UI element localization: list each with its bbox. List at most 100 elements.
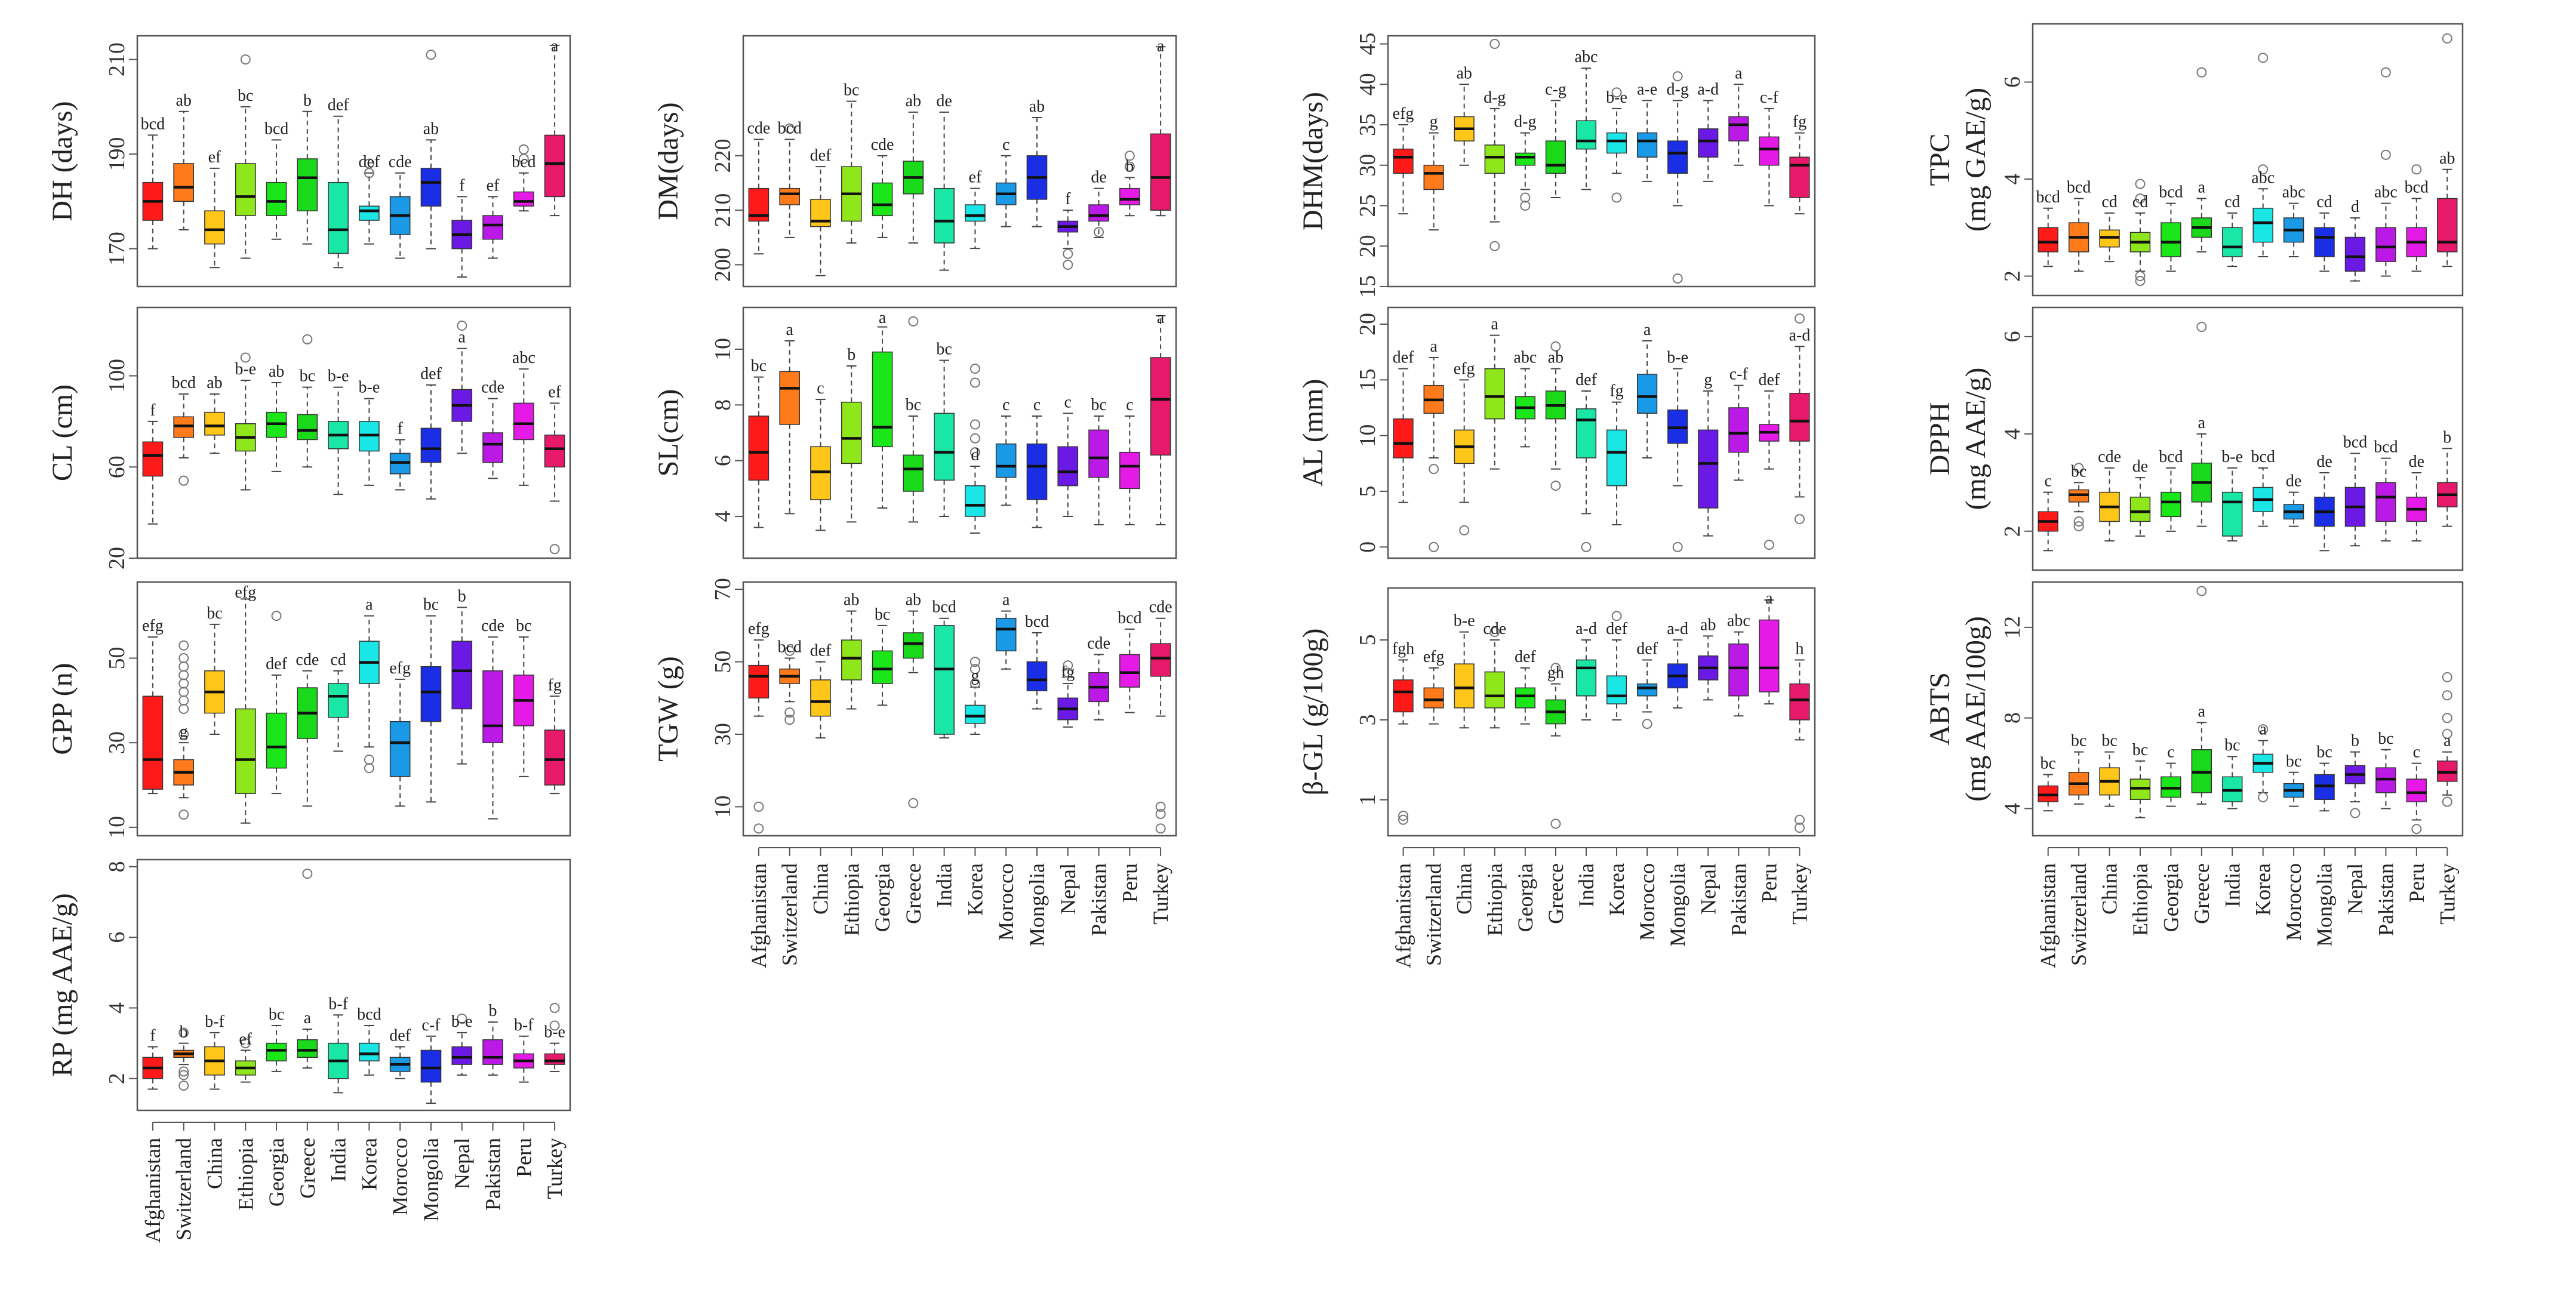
box-iqr — [2314, 227, 2335, 257]
y-tick-label: 20 — [1355, 235, 1380, 257]
box-iqr — [1789, 683, 1810, 721]
significance-letter: bc — [269, 1005, 284, 1024]
box-mongolia: bc — [2314, 743, 2335, 812]
outlier-point — [1429, 541, 1439, 552]
box-iqr — [1515, 687, 1535, 709]
y-tick-label: 50 — [710, 651, 735, 673]
box-afghanistan: fgh — [1392, 639, 1414, 825]
significance-letter: cde — [2098, 448, 2121, 466]
box-iqr — [810, 199, 831, 227]
x-tick-label: Ethiopia — [233, 1138, 257, 1211]
significance-letter: b-e — [1667, 349, 1688, 367]
significance-letter: bc — [2071, 462, 2086, 481]
x-tick-label: Greece — [2190, 863, 2214, 924]
significance-letter: bc — [2040, 755, 2055, 773]
box-india: de — [934, 92, 955, 271]
box-nepal: g — [1698, 371, 1719, 537]
significance-letter: def — [328, 96, 349, 115]
outlier-point — [1550, 818, 1561, 829]
box-iqr — [1515, 152, 1535, 166]
box-afghanistan: def — [1393, 349, 1414, 503]
significance-letter: abc — [512, 349, 535, 367]
box-iqr — [903, 454, 924, 492]
x-tick-label: Switzerland — [778, 863, 802, 966]
significance-letter: cd — [2132, 193, 2148, 211]
box-turkey: fg — [544, 676, 565, 795]
significance-letter: bcd — [2036, 188, 2060, 207]
box-ethiopia: cd — [2129, 178, 2151, 287]
significance-letter: c — [1033, 396, 1041, 414]
outlier-point — [2380, 67, 2391, 78]
y-tick-label: 3 — [1355, 714, 1380, 725]
box-greece: a — [2191, 322, 2212, 527]
x-tick-label: India — [1574, 863, 1598, 907]
box-india: def — [1575, 371, 1598, 552]
outlier-point — [178, 1070, 189, 1080]
significance-letter: a — [2198, 178, 2206, 197]
x-tick-label: Afghanistan — [2036, 863, 2060, 968]
significance-letter: a — [1735, 64, 1743, 82]
box-ethiopia: ef — [235, 1030, 256, 1083]
box-iqr — [1150, 357, 1171, 456]
x-tick-label: Turkey — [2435, 863, 2459, 925]
box-morocco: a — [1637, 321, 1658, 458]
box-iqr — [903, 632, 924, 659]
box-india: b-e — [2221, 448, 2243, 542]
box-iqr — [841, 401, 862, 464]
box-iqr — [1393, 148, 1414, 174]
box-greece: bc — [903, 316, 924, 523]
box-pakistan: cde — [481, 617, 504, 820]
significance-letter: bc — [2101, 732, 2117, 750]
significance-letter: b — [2443, 428, 2451, 447]
significance-letter: cde — [296, 651, 319, 669]
significance-letter: bc — [300, 367, 315, 386]
box-peru: c — [2406, 743, 2427, 835]
box-georgia: c — [2160, 743, 2181, 807]
outlier-point — [1094, 227, 1104, 238]
box-iqr — [1637, 374, 1658, 414]
box-korea: bcd — [2251, 448, 2275, 527]
outlier-point — [2442, 796, 2452, 807]
significance-letter: c-f — [1729, 365, 1749, 384]
y-tick-label: 4 — [2000, 428, 2025, 439]
box-turkey: b-e — [544, 1002, 565, 1072]
significance-letter: bc — [2286, 752, 2301, 771]
outlier-point — [2442, 713, 2452, 724]
box-peru: b-f — [513, 1016, 534, 1083]
significance-letter: bcd — [2405, 178, 2429, 197]
box-turkey: a — [544, 37, 565, 217]
significance-letter: b — [2351, 732, 2359, 750]
y-tick-label: 12 — [2000, 616, 2025, 639]
y-tick-label: 30 — [1355, 154, 1380, 177]
box-turkey: h — [1789, 639, 1810, 833]
box-iqr — [142, 441, 164, 477]
box-china: cde — [2098, 448, 2121, 542]
significance-letter: d-g — [1514, 113, 1536, 131]
significance-letter: def — [810, 146, 832, 165]
box-china: b-e — [1454, 612, 1475, 729]
outlier-point — [970, 364, 980, 374]
significance-letter: ab — [906, 92, 921, 110]
significance-letter: de — [2409, 452, 2424, 471]
box-iqr — [1119, 187, 1140, 205]
outlier-point — [1672, 71, 1683, 82]
x-tick-label: Nepal — [450, 1138, 474, 1189]
box-iqr — [1057, 446, 1079, 487]
significance-letter: bcd — [2374, 438, 2398, 457]
x-tick-label: Turkey — [1149, 863, 1172, 925]
box-pakistan: a — [1728, 64, 1749, 166]
box-nepal: d — [2344, 198, 2366, 282]
box-pakistan: bcd — [2374, 438, 2398, 542]
significance-letter: efg — [1393, 104, 1414, 123]
x-tick-label: Korea — [357, 1138, 381, 1190]
y-tick-label: 6 — [710, 455, 735, 466]
box-iqr — [2375, 482, 2396, 522]
box-greece: ab — [903, 591, 924, 808]
significance-letter: abc — [2282, 183, 2306, 202]
y-tick-label: 210 — [104, 42, 130, 76]
significance-letter: c-f — [421, 1016, 441, 1035]
significance-letter: bcd — [777, 119, 801, 137]
box-china: c — [810, 379, 831, 531]
outlier-point — [2258, 724, 2269, 735]
